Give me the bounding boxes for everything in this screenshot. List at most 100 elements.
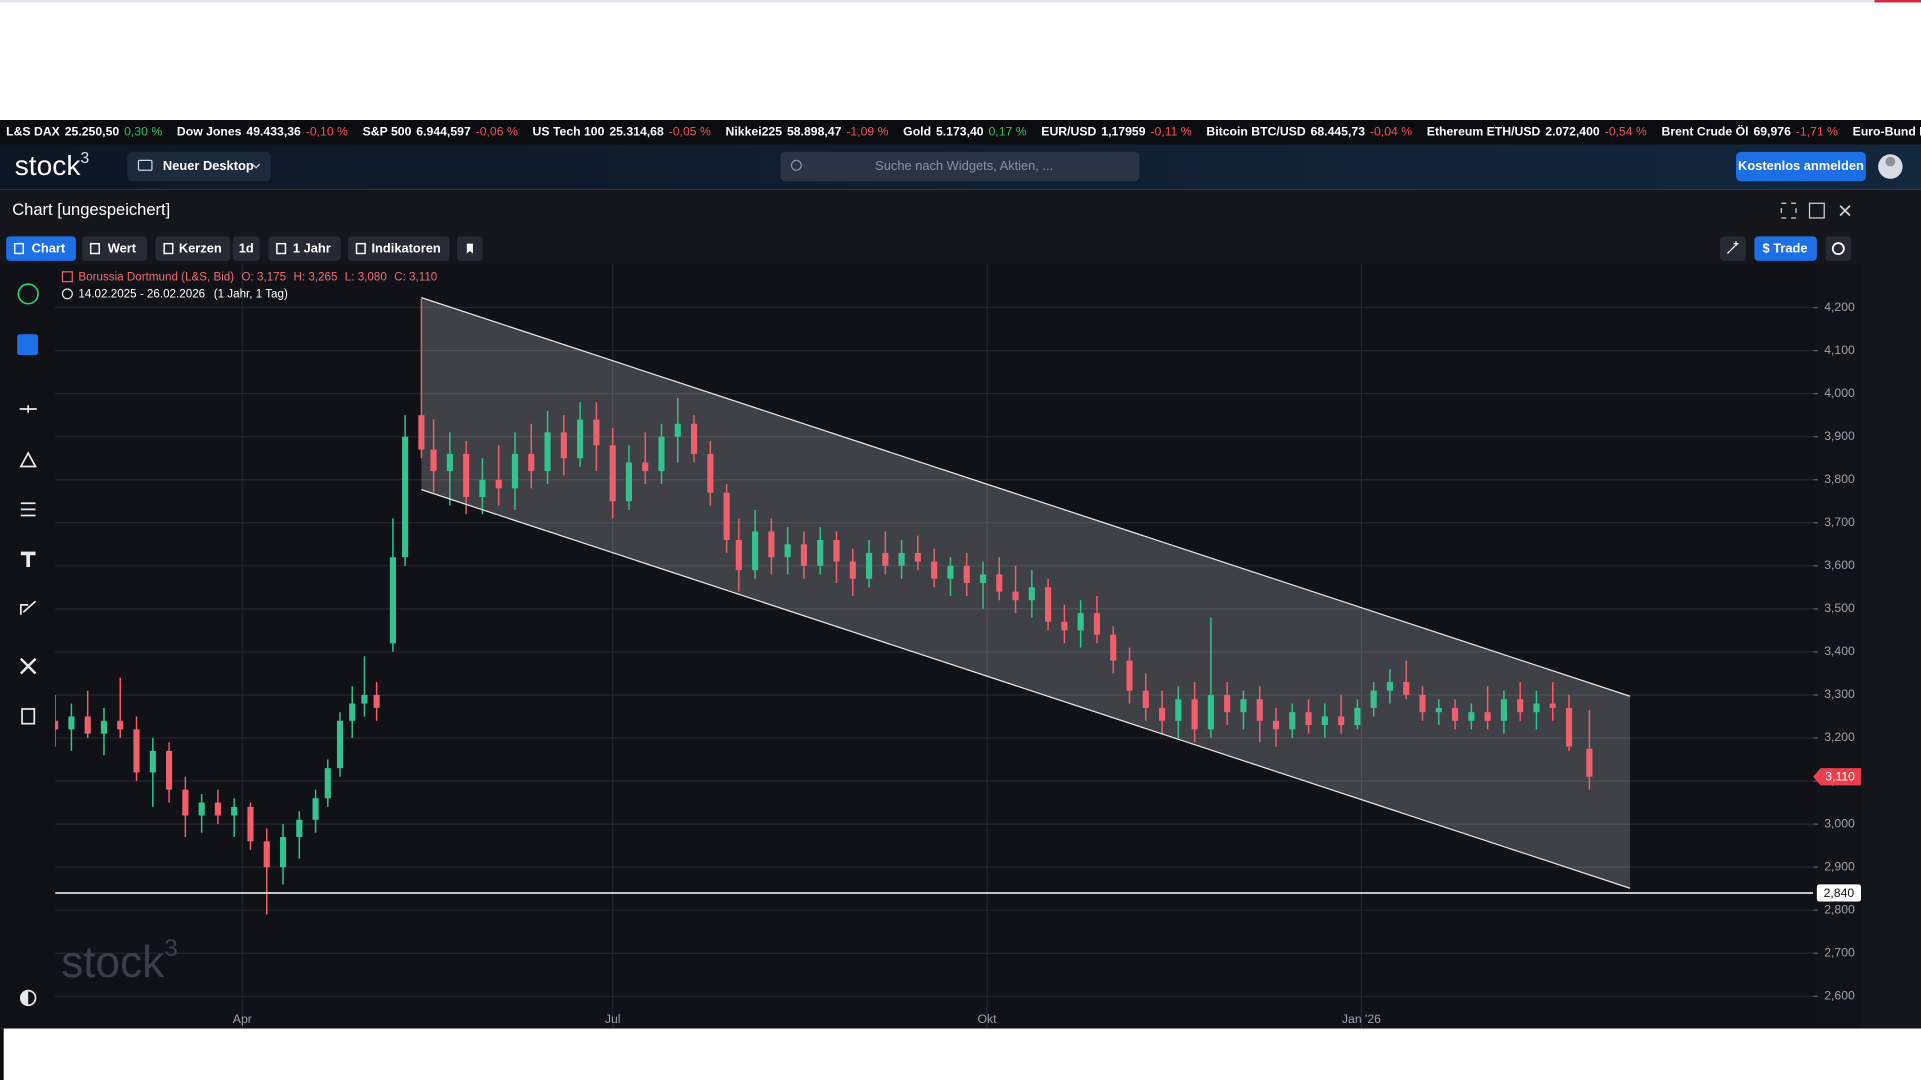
logo-sup[interactable]: 3 [80,150,89,167]
ticker-name[interactable]: Gold [903,124,931,138]
toolbar-button[interactable] [155,236,231,261]
ticker-value[interactable]: 25.250,50 [65,124,120,138]
maximize-icon[interactable] [1780,202,1797,219]
ticker-name[interactable]: Euro-Bund F [1853,124,1921,138]
signup-button-label[interactable]: Kostenlos anmelden [1738,158,1864,173]
tool-logo[interactable] [17,283,39,305]
search-box[interactable] [780,151,1140,182]
candle-body [117,720,124,730]
hline-label: 2,840 [1824,886,1855,900]
tool-text[interactable] [20,551,36,567]
candle-body [1158,707,1166,721]
signup-button[interactable] [1736,151,1866,182]
toolbar-button-label[interactable]: 1d [239,241,254,256]
ticker-change[interactable]: 0,30 % [124,124,162,138]
legend-close: C: 3,110 [394,270,438,283]
ticker-change[interactable]: -1,71 % [1796,124,1838,138]
candle-body [914,552,921,562]
candle-body [528,453,535,472]
ticker-name[interactable]: Bitcoin BTC/USD [1206,124,1305,138]
tool-theme-half [20,990,29,1006]
toolbar-button[interactable] [82,236,148,261]
candle-body [389,557,396,644]
ticker-value[interactable]: 68.445,73 [1311,124,1366,138]
ticker-change[interactable]: -1,09 % [846,124,888,138]
candle-body [752,531,759,571]
tool-pen[interactable] [19,600,37,615]
candle-body [214,802,221,816]
toolbar-button[interactable] [232,236,260,261]
toolbar-button-label[interactable]: Wert [108,241,137,256]
tool-fib[interactable] [20,502,36,517]
toolbar-button-label[interactable]: Kerzen [179,241,222,256]
settings-button[interactable] [1825,236,1852,261]
ticker-value[interactable]: 5.173,40 [936,124,984,138]
candle-body [361,694,368,704]
ticker-change[interactable]: -0,54 % [1605,124,1647,138]
candle-body [1175,699,1182,721]
ticker-name[interactable]: S&P 500 [363,124,412,138]
toolbar-button[interactable] [347,236,450,261]
ticker-change[interactable]: 0,17 % [989,124,1027,138]
logo-text[interactable]: stock [15,149,82,181]
candle-body [642,462,649,472]
watermark-sup: 3 [164,936,178,963]
ticker-change[interactable]: -0,04 % [1370,124,1412,138]
desktop-button-label[interactable]: Neuer Desktop [163,158,254,173]
ticker-name[interactable]: Nikkei225 [726,124,783,138]
candle-body [768,531,775,558]
tool-triangle[interactable] [19,451,37,468]
tool-list[interactable] [21,708,36,725]
ticker-name[interactable]: Ethereum ETH/USD [1427,124,1541,138]
ticker-name[interactable]: L&S DAX [6,124,61,138]
ticker-value[interactable]: 69,976 [1753,124,1791,138]
bottom-area [0,1028,1921,1080]
candle-body [1321,716,1328,726]
desktop-button[interactable] [127,151,271,182]
tool-line[interactable] [19,405,37,413]
ticker-change[interactable]: -0,06 % [476,124,518,138]
toolbar-button[interactable] [268,236,341,261]
y-tick-label: 3,800 [1824,472,1855,486]
candle-body [1354,707,1361,726]
ticker-name[interactable]: US Tech 100 [533,124,605,138]
ticker-name[interactable]: EUR/USD [1041,124,1096,138]
grid: 2,6002,7002,8002,9003,0003,1003,2003,300… [55,264,1855,1029]
ticker-change[interactable]: -0,11 % [1150,124,1191,138]
tool-remove[interactable] [19,657,37,675]
candle-body [1419,694,1426,713]
watermark-text: stock [61,938,165,987]
candle-body [296,819,303,838]
candle-body [707,453,714,493]
candle-body [800,544,807,566]
ticker-name[interactable]: Brent Crude Öl [1662,123,1749,138]
ticker-name[interactable]: Dow Jones [177,124,242,138]
candle-body [865,552,873,579]
ticker-value[interactable]: 25.314,68 [609,124,664,138]
trade-button[interactable] [1754,236,1817,261]
magic-icon [1726,241,1739,254]
ticker: L&S DAX 25.250,50 0,30 % Dow Jones 49.433,36… [6,123,1921,138]
tool-plus[interactable] [17,334,38,356]
ticker-value[interactable]: 6.944,597 [416,124,471,138]
ticker-change[interactable]: -0,05 % [669,124,711,138]
ticker-value[interactable]: 49.433,36 [246,124,301,138]
hline-label-box [1816,884,1861,902]
toolbar-button-label[interactable]: 1 Jahr [293,241,331,256]
toolbar-button-label[interactable]: Chart [32,241,66,256]
ticker-value[interactable]: 2.072,400 [1545,124,1600,138]
toolbar-button[interactable] [6,236,76,261]
logo[interactable]: stock3 [15,149,90,181]
popout-icon[interactable] [1808,202,1825,219]
ticker-change[interactable]: -0,10 % [306,124,348,138]
candle-body [1028,587,1035,601]
close-icon[interactable] [1839,205,1851,217]
ticker-value[interactable]: 58.898,47 [787,124,842,138]
candle-body [1468,712,1475,721]
toolbar-button-label[interactable]: Indikatoren [371,241,440,256]
trade-button-label[interactable]: $ Trade [1762,241,1807,256]
toolbar: Chart Wert Kerzen 1d 1 Jahr Indikatoren [6,236,450,261]
search-placeholder[interactable]: Suche nach Widgets, Aktien, ... [875,158,1053,173]
avatar-head [1885,156,1896,167]
ticker-value[interactable]: 1,17959 [1101,124,1145,138]
